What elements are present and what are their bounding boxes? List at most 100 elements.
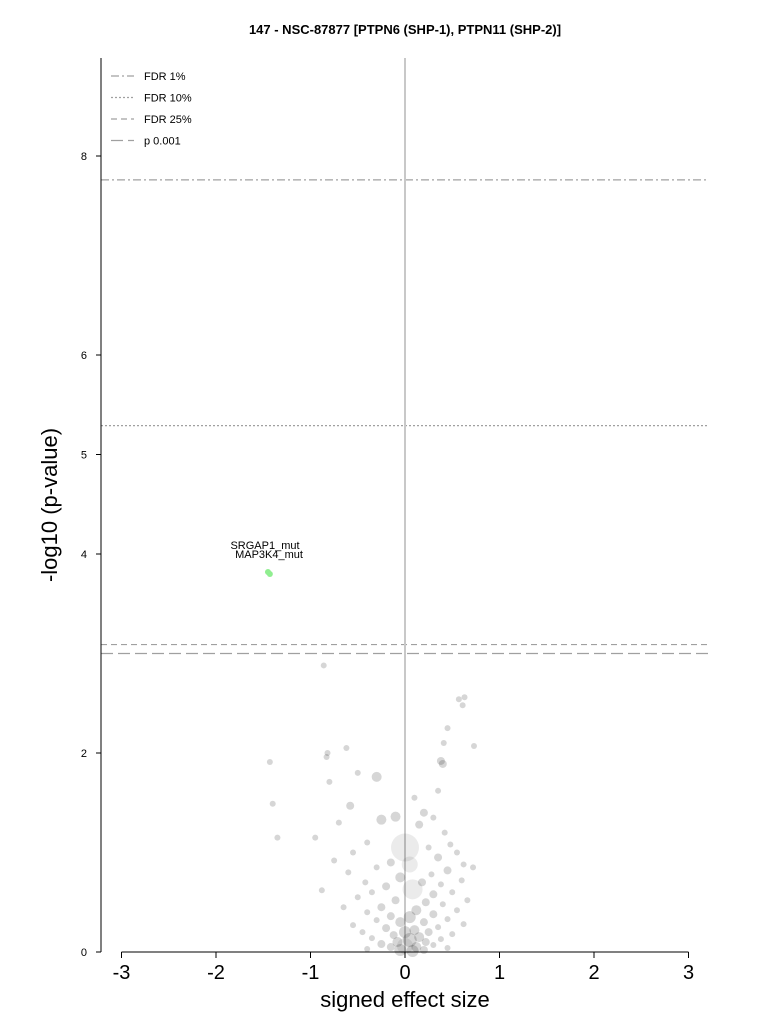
data-point (382, 924, 391, 933)
data-point (345, 869, 352, 876)
data-point (364, 909, 371, 916)
data-point (354, 894, 361, 901)
data-point (340, 904, 347, 911)
data-point (419, 808, 428, 817)
data-point (421, 938, 430, 947)
data-point (419, 946, 428, 955)
data-point (312, 834, 319, 841)
data-point (424, 928, 433, 937)
data-point (428, 871, 435, 878)
y-tick-label: 5 (81, 450, 87, 462)
data-point (406, 945, 419, 958)
data-point (392, 937, 403, 948)
data-point (376, 814, 387, 825)
y-tick-label: 6 (81, 350, 87, 362)
data-point (335, 819, 342, 826)
data-point (470, 864, 477, 871)
x-axis-title: signed effect size (320, 987, 490, 1012)
data-point (415, 820, 424, 829)
data-point (373, 864, 380, 871)
data-point (377, 903, 386, 912)
data-point (443, 866, 452, 875)
data-point (438, 759, 447, 768)
annotation-label-1: MAP3K4_mut (235, 549, 303, 561)
x-tick-label: -1 (302, 962, 320, 984)
data-point (435, 787, 442, 794)
data-point (269, 800, 276, 807)
x-tick-label: 3 (683, 962, 694, 984)
data-point (371, 771, 382, 782)
data-point (453, 849, 460, 856)
data-point (382, 882, 391, 891)
data-point (459, 702, 466, 709)
data-point (331, 857, 338, 864)
data-point (362, 879, 369, 886)
data-point (437, 881, 444, 888)
data-point (364, 839, 371, 846)
data-point (470, 743, 477, 750)
data-point (409, 925, 420, 936)
x-tick-label: -2 (207, 962, 225, 984)
data-point (350, 849, 357, 856)
data-point (444, 916, 451, 923)
y-tick-label: 4 (81, 549, 87, 561)
data-point (444, 945, 451, 952)
x-tick-label: -3 (113, 962, 131, 984)
legend-label-2: FDR 25% (144, 114, 192, 126)
data-point (411, 794, 418, 801)
data-point (439, 901, 446, 908)
data-point (458, 877, 465, 884)
data-point (437, 936, 444, 943)
data-point (368, 935, 375, 942)
data-point (399, 926, 411, 939)
data-point (449, 889, 456, 896)
data-point (411, 905, 422, 916)
data-point (386, 858, 395, 867)
y-axis-title: -log10 (p-value) (37, 428, 62, 582)
data-point (318, 887, 325, 894)
data-point (461, 694, 468, 701)
data-point (460, 861, 467, 868)
data-point (429, 910, 438, 919)
data-point (350, 922, 357, 929)
data-point (386, 943, 395, 952)
data-point (368, 889, 375, 896)
data-point (402, 879, 423, 900)
data-point (395, 872, 406, 883)
data-point (377, 940, 386, 949)
data-point (441, 829, 448, 836)
data-point (419, 918, 428, 927)
data-point (266, 758, 273, 765)
data-point (464, 897, 471, 904)
data-points (266, 662, 477, 958)
data-point (430, 814, 437, 821)
data-point (449, 931, 456, 938)
x-tick-label: 2 (588, 962, 599, 984)
data-point (403, 911, 416, 924)
annotation-label-0: SRGAP1_mut (230, 540, 299, 552)
legend-label-0: FDR 1% (144, 71, 186, 83)
data-point (397, 938, 413, 955)
x-tick-label: 0 (399, 962, 410, 984)
data-point (402, 933, 417, 948)
data-point (436, 756, 445, 765)
data-point (386, 912, 395, 921)
data-point (394, 944, 407, 957)
data-point (373, 917, 380, 924)
x-tick-label: 1 (494, 962, 505, 984)
data-point (453, 907, 460, 914)
data-point (418, 878, 427, 887)
data-point (390, 811, 401, 822)
y-tick-label: 2 (81, 748, 87, 760)
data-point (425, 844, 432, 851)
data-point (326, 778, 333, 785)
data-point (401, 856, 418, 873)
data-point (354, 769, 361, 776)
data-point (444, 725, 451, 732)
y-tick-label: 0 (81, 947, 87, 959)
data-point (435, 924, 442, 931)
data-point (346, 801, 355, 810)
data-point (440, 740, 447, 747)
